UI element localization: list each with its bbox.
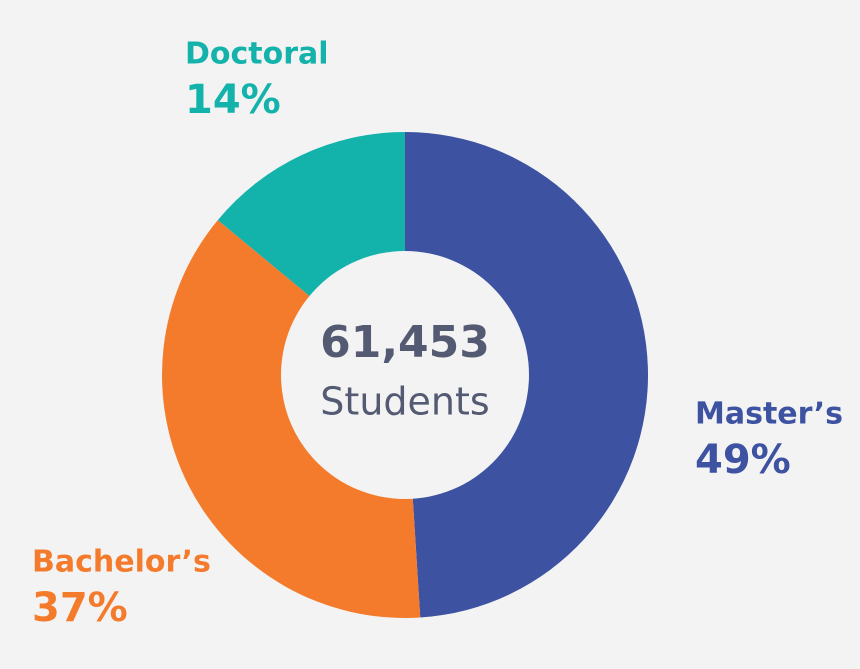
center-sublabel: Students — [320, 380, 489, 424]
center-label: 61,453 — [320, 317, 490, 368]
value-label: 37% — [32, 585, 128, 631]
donut-hole — [281, 251, 529, 499]
category-label: Master’s — [695, 397, 843, 432]
value-label: 14% — [185, 77, 281, 123]
category-label: Bachelor’s — [32, 545, 211, 580]
category-label: Doctoral — [185, 37, 329, 72]
value-label: 49% — [695, 437, 791, 483]
